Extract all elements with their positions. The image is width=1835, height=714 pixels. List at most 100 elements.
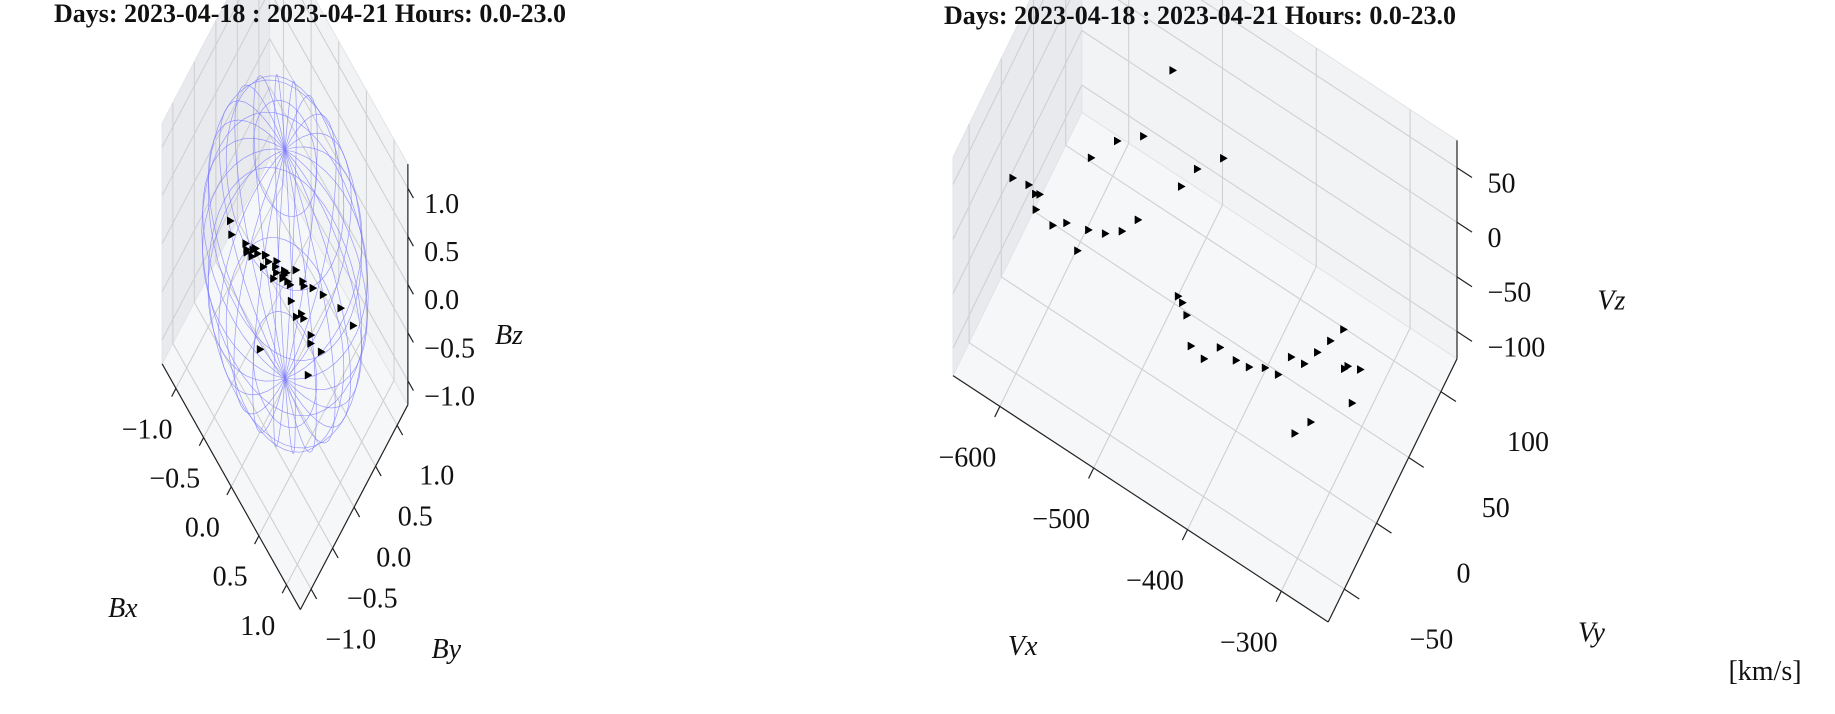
data-point bbox=[242, 239, 251, 248]
data-point bbox=[273, 256, 282, 266]
z-tick-mark bbox=[407, 187, 414, 199]
data-point bbox=[1216, 343, 1225, 352]
grid-line-y bbox=[1000, 276, 1377, 524]
data-point bbox=[1032, 189, 1040, 199]
data-point bbox=[1118, 226, 1127, 236]
grid-line-z bbox=[952, 84, 1083, 349]
x-tick-mark bbox=[1181, 529, 1189, 541]
data-point bbox=[317, 347, 326, 357]
data-point bbox=[228, 230, 237, 240]
x-tick-label: −600 bbox=[938, 442, 996, 473]
grid-line-y bbox=[1033, 210, 1410, 458]
z-tick-label: −50 bbox=[1488, 278, 1532, 309]
y-tick-mark bbox=[1440, 391, 1457, 403]
x-tick-mark bbox=[171, 388, 177, 397]
z-tick-mark bbox=[407, 236, 414, 247]
data-point bbox=[1134, 215, 1143, 225]
z-tick-mark bbox=[407, 332, 414, 343]
x-tick-label: −0.5 bbox=[149, 463, 200, 494]
data-point bbox=[292, 312, 301, 322]
z-tick-label: 0 bbox=[1488, 223, 1502, 254]
y-tick-mark bbox=[332, 547, 339, 559]
x-tick-mark bbox=[1088, 467, 1095, 479]
data-point bbox=[1101, 229, 1110, 239]
grid-line-z bbox=[1117, 0, 1458, 223]
data-point bbox=[319, 290, 328, 300]
grid-line-z bbox=[269, 86, 409, 333]
grid-line-z bbox=[952, 0, 1071, 240]
data-point bbox=[309, 283, 318, 293]
grid-line-z bbox=[161, 0, 266, 196]
grid-line-z bbox=[274, 0, 409, 237]
x-axis-label: Bx bbox=[108, 593, 138, 624]
y-tick-label: 1.0 bbox=[419, 460, 454, 491]
x-tick-label: −500 bbox=[1032, 504, 1090, 535]
z-tick-mark bbox=[407, 380, 414, 391]
z-tick-mark bbox=[1456, 167, 1473, 179]
data-point bbox=[1049, 221, 1058, 230]
grid-line-z bbox=[269, 134, 409, 382]
data-point bbox=[1032, 205, 1041, 215]
grid-line-z bbox=[1081, 84, 1458, 332]
data-point bbox=[287, 296, 296, 306]
data-point bbox=[265, 257, 273, 267]
z-tick-mark bbox=[1456, 221, 1473, 233]
sphere-parallel bbox=[252, 311, 318, 429]
z-axis-label: Bz bbox=[495, 320, 523, 351]
z-tick-label: −1.0 bbox=[424, 381, 475, 412]
data-point bbox=[300, 281, 309, 291]
grid-line-z bbox=[161, 0, 241, 148]
y-tick-mark bbox=[1343, 588, 1360, 600]
y-tick-label: 0.0 bbox=[376, 542, 411, 573]
data-point bbox=[1183, 310, 1192, 320]
data-point bbox=[1340, 325, 1348, 334]
data-point bbox=[1025, 180, 1034, 190]
data-point bbox=[1356, 365, 1365, 374]
grid-line-x bbox=[1187, 266, 1317, 530]
data-point bbox=[1307, 417, 1316, 427]
data-point bbox=[349, 321, 358, 331]
x-tick-label: −400 bbox=[1126, 566, 1184, 597]
data-point bbox=[256, 344, 265, 354]
data-point bbox=[1287, 352, 1296, 362]
z-tick-label: −100 bbox=[1488, 332, 1546, 363]
data-point bbox=[1187, 341, 1196, 351]
y-tick-label: 100 bbox=[1507, 427, 1549, 458]
y-tick-label: −1.0 bbox=[325, 624, 376, 655]
data-point bbox=[1193, 164, 1202, 174]
grid-line-y bbox=[172, 343, 312, 590]
x-tick-mark bbox=[254, 535, 260, 545]
data-point bbox=[337, 303, 346, 313]
data-point bbox=[270, 274, 278, 284]
z-tick-label: −0.5 bbox=[424, 333, 475, 364]
data-point bbox=[292, 265, 301, 275]
y-tick-mark bbox=[1408, 456, 1425, 468]
data-point bbox=[1245, 362, 1254, 372]
data-point bbox=[1291, 429, 1300, 438]
x-axis-label: Vx bbox=[1008, 631, 1038, 662]
data-point bbox=[1113, 136, 1122, 146]
z-tick-label: 0.5 bbox=[424, 237, 459, 268]
chart-title: Days: 2023-04-18 : 2023-04-21 Hours: 0.0… bbox=[944, 1, 1456, 30]
y-axis-label: By bbox=[432, 634, 462, 665]
grid-line-y bbox=[236, 220, 377, 467]
y-tick-mark bbox=[375, 465, 382, 477]
x-tick-label: 0.0 bbox=[185, 513, 220, 544]
y-tick-label: 0 bbox=[1457, 559, 1471, 590]
data-point bbox=[273, 268, 281, 278]
grid-line-z bbox=[301, 0, 409, 189]
grid-line-z bbox=[1200, 0, 1458, 169]
grid-line-x bbox=[999, 142, 1130, 407]
z-tick-mark bbox=[1456, 276, 1473, 288]
data-point bbox=[262, 250, 271, 260]
data-point bbox=[1348, 398, 1357, 408]
data-point bbox=[307, 339, 316, 348]
data-point bbox=[1074, 246, 1082, 256]
sphere-parallel bbox=[201, 111, 369, 417]
data-point bbox=[1085, 225, 1093, 235]
grid-line-z bbox=[161, 86, 271, 292]
sphere-parallel bbox=[225, 237, 345, 453]
